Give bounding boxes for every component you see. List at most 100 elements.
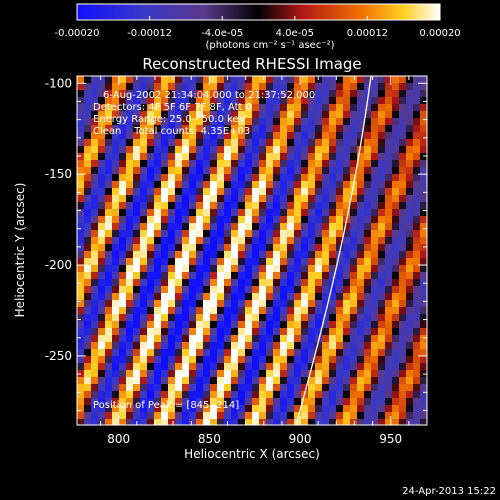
heatmap-cell — [280, 272, 288, 280]
heatmap-cell — [224, 118, 232, 126]
heatmap-cell — [196, 244, 204, 252]
heatmap-cell — [252, 300, 260, 308]
heatmap-cell — [112, 237, 120, 245]
heatmap-cell — [161, 272, 169, 280]
heatmap-cell — [315, 181, 323, 189]
heatmap-cell — [224, 90, 232, 98]
heatmap-cell — [84, 314, 92, 322]
heatmap-cell — [357, 300, 365, 308]
heatmap-cell — [105, 76, 113, 84]
heatmap-cell — [420, 384, 427, 392]
heatmap-cell — [420, 412, 427, 420]
heatmap-cell — [301, 258, 309, 266]
heatmap-cell — [217, 230, 225, 238]
heatmap-cell — [105, 321, 113, 329]
heatmap-cell — [315, 118, 323, 126]
heatmap-cell — [77, 286, 85, 294]
heatmap-cell — [336, 244, 344, 252]
heatmap-cell — [140, 300, 148, 308]
heatmap-cell — [322, 342, 330, 350]
heatmap-cell — [413, 132, 421, 140]
heatmap-cell — [399, 272, 407, 280]
heatmap-cell — [231, 272, 239, 280]
heatmap-cell — [77, 391, 85, 399]
heatmap-cell — [245, 286, 253, 294]
heatmap-cell — [252, 76, 260, 84]
heatmap-cell — [252, 349, 260, 357]
heatmap-cell — [357, 181, 365, 189]
heatmap-cell — [287, 265, 295, 273]
heatmap-cell — [329, 377, 337, 385]
heatmap-cell — [392, 223, 400, 231]
heatmap-cell — [112, 97, 120, 105]
heatmap-cell — [273, 132, 281, 140]
heatmap-cell — [161, 419, 169, 425]
heatmap-cell — [329, 335, 337, 343]
heatmap-cell — [406, 419, 414, 425]
heatmap-cell — [189, 328, 197, 336]
heatmap-cell — [154, 104, 162, 112]
heatmap-cell — [91, 139, 99, 147]
heatmap-cell — [315, 104, 323, 112]
heatmap-cell — [420, 223, 427, 231]
heatmap-cell — [175, 216, 183, 224]
heatmap-cell — [322, 244, 330, 252]
heatmap-cell — [294, 300, 302, 308]
heatmap-cell — [133, 146, 141, 154]
heatmap-cell — [126, 139, 134, 147]
heatmap-cell — [413, 314, 421, 322]
heatmap-cell — [154, 412, 162, 420]
heatmap-cell — [168, 90, 176, 98]
heatmap-cell — [119, 384, 127, 392]
heatmap-cell — [126, 230, 134, 238]
heatmap-cell — [224, 244, 232, 252]
heatmap-cell — [280, 202, 288, 210]
heatmap-cell — [273, 97, 281, 105]
heatmap-cell — [364, 251, 372, 259]
heatmap-cell — [259, 384, 267, 392]
heatmap-cell — [273, 251, 281, 259]
heatmap-cell — [140, 153, 148, 161]
heatmap-cell — [252, 202, 260, 210]
heatmap-cell — [308, 195, 316, 203]
heatmap-cell — [259, 111, 267, 119]
heatmap-cell — [203, 377, 211, 385]
heatmap-cell — [98, 286, 106, 294]
heatmap-cell — [77, 146, 85, 154]
heatmap-cell — [280, 251, 288, 259]
heatmap-cell — [301, 307, 309, 315]
heatmap-cell — [252, 125, 260, 133]
heatmap-cell — [308, 244, 316, 252]
heatmap-cell — [350, 132, 358, 140]
heatmap-cell — [98, 272, 106, 280]
heatmap-cell — [350, 377, 358, 385]
heatmap-cell — [203, 237, 211, 245]
heatmap-cell — [91, 244, 99, 252]
heatmap-cell — [196, 391, 204, 399]
heatmap-cell — [336, 258, 344, 266]
heatmap-cell — [371, 405, 379, 413]
heatmap-cell — [168, 321, 176, 329]
heatmap-cell — [343, 202, 351, 210]
heatmap-cell — [238, 377, 246, 385]
heatmap-cell — [280, 293, 288, 301]
heatmap-cell — [350, 76, 358, 84]
heatmap-cell — [140, 125, 148, 133]
heatmap-cell — [329, 300, 337, 308]
heatmap-cell — [133, 384, 141, 392]
heatmap-cell — [105, 216, 113, 224]
heatmap-cell — [175, 258, 183, 266]
heatmap-cell — [252, 174, 260, 182]
heatmap-cell — [224, 97, 232, 105]
heatmap-cell — [259, 104, 267, 112]
heatmap-cell — [91, 160, 99, 168]
heatmap-cell — [413, 363, 421, 371]
heatmap-cell — [210, 90, 218, 98]
heatmap-cell — [308, 349, 316, 357]
heatmap-cell — [112, 90, 120, 98]
heatmap-cell — [343, 230, 351, 238]
heatmap-cell — [77, 293, 85, 301]
heatmap-cell — [210, 125, 218, 133]
heatmap-cell — [350, 83, 358, 91]
heatmap-cell — [301, 349, 309, 357]
